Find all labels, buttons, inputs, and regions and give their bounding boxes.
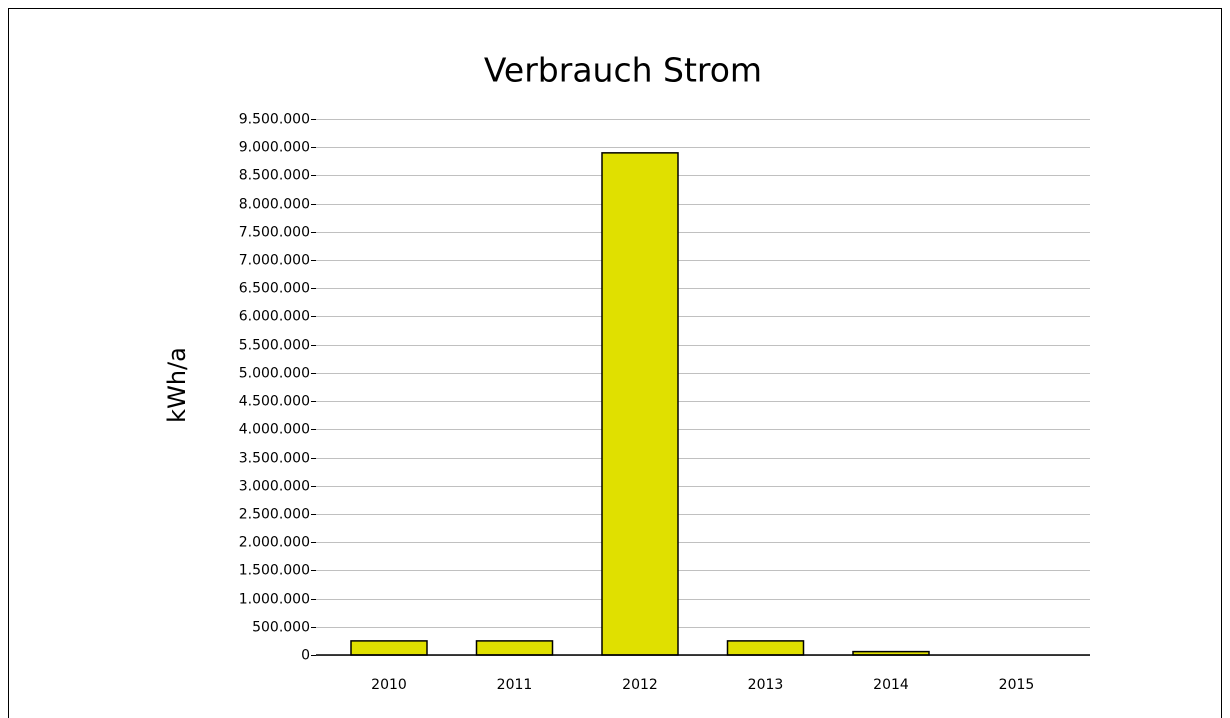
y-tick-label: 3.000.000 — [239, 479, 310, 495]
y-tick-label: 9.000.000 — [239, 140, 310, 156]
y-tick-label: 500.000 — [252, 620, 310, 636]
x-tick-label: 2012 — [622, 677, 658, 693]
x-tick-label: 2014 — [873, 677, 909, 693]
bar — [350, 640, 428, 656]
y-tick-label: 2.000.000 — [239, 535, 310, 551]
y-tick-label: 1.000.000 — [239, 592, 310, 608]
y-tick-label: 9.500.000 — [239, 112, 310, 128]
y-tick-label: 8.000.000 — [239, 197, 310, 213]
y-tick-label: 5.500.000 — [239, 338, 310, 354]
y-tick-label: 6.000.000 — [239, 309, 310, 325]
y-tick-label: 6.500.000 — [239, 281, 310, 297]
chart-title: Verbrauch Strom — [484, 51, 762, 90]
y-tick-label: 7.000.000 — [239, 253, 310, 269]
y-tick-label: 3.500.000 — [239, 451, 310, 467]
y-tick-label: 4.000.000 — [239, 422, 310, 438]
y-axis-label: kWh/a — [163, 347, 191, 423]
bar — [475, 640, 554, 656]
y-tick-label: 5.000.000 — [239, 366, 310, 382]
bar — [726, 640, 805, 656]
x-tick-label: 2015 — [999, 677, 1035, 693]
y-tick-label: 0 — [301, 648, 310, 664]
y-tick-label: 8.500.000 — [239, 168, 310, 184]
y-tick-label: 4.500.000 — [239, 394, 310, 410]
x-tick-label: 2013 — [748, 677, 784, 693]
x-tick-label: 2010 — [371, 677, 407, 693]
x-tick-label: 2011 — [497, 677, 533, 693]
y-tick-label: 1.500.000 — [239, 563, 310, 579]
y-tick-label: 7.500.000 — [239, 225, 310, 241]
y-tick-label: 2.500.000 — [239, 507, 310, 523]
bar — [601, 152, 679, 656]
